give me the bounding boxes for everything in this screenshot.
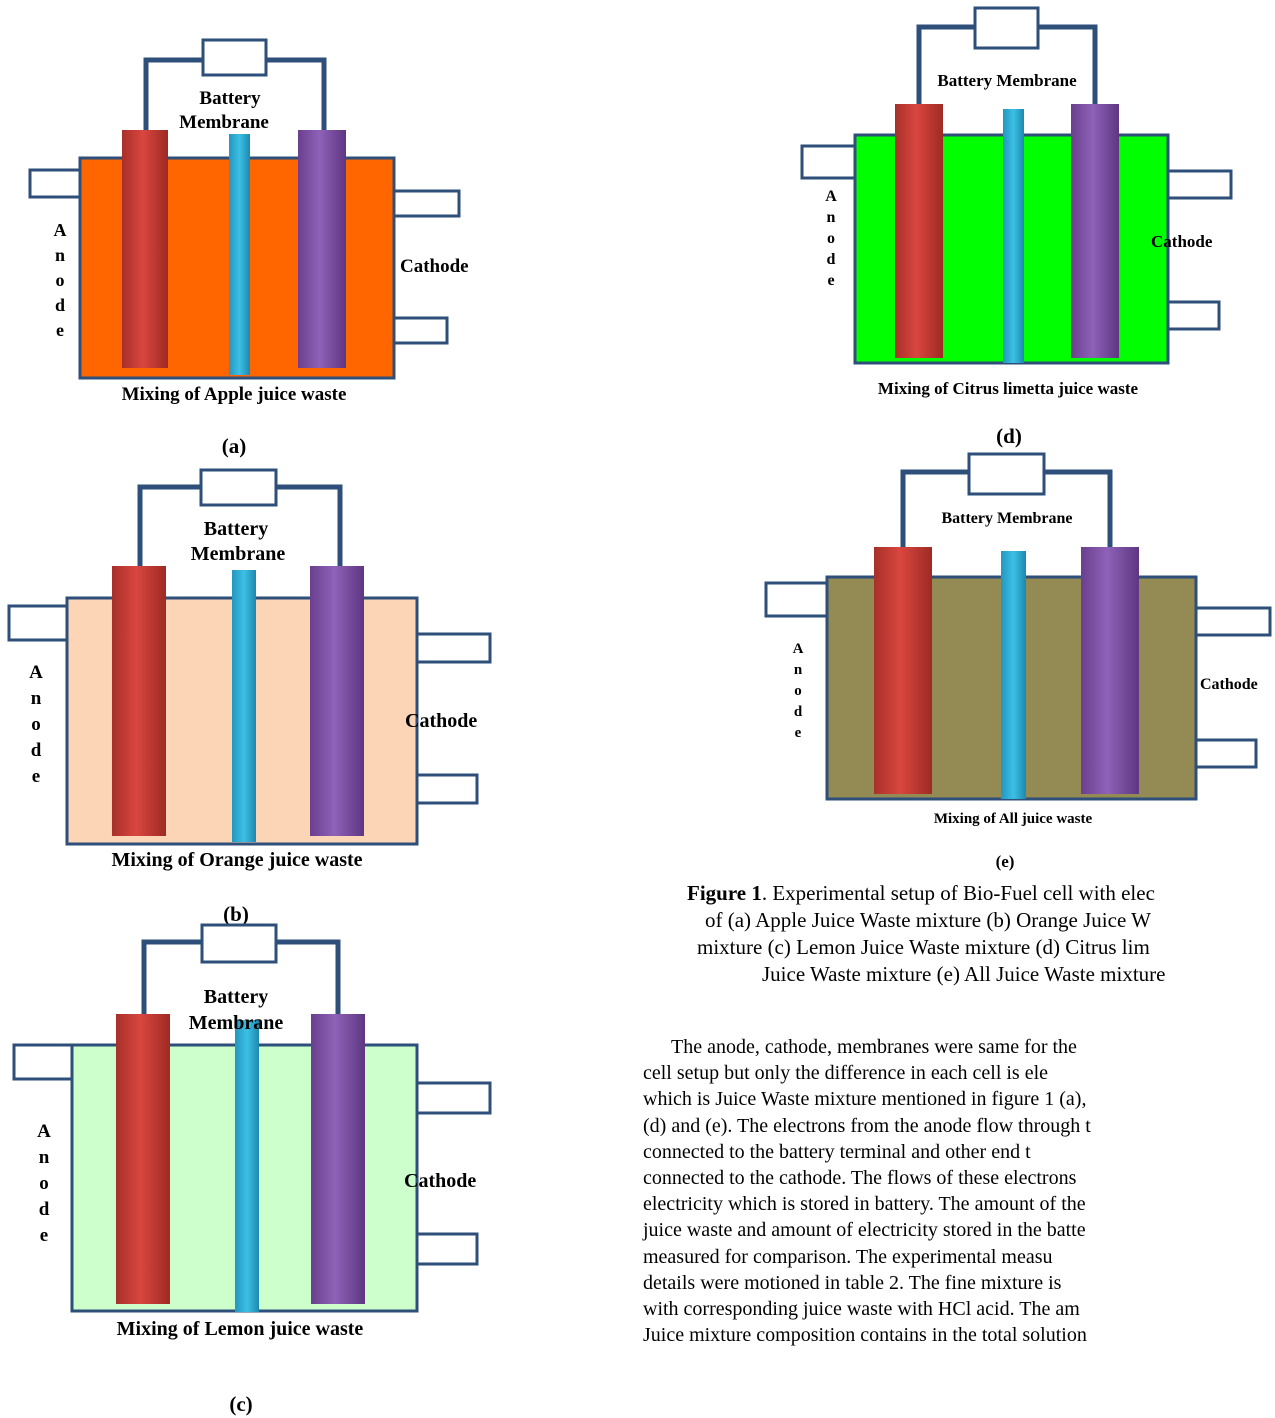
circuit-wire [900, 469, 1113, 547]
mixture-caption: Mixing of Citrus limetta juice waste [878, 379, 1139, 398]
cathode-terminal-box-bottom [1166, 300, 1221, 331]
mixture-caption: Mixing of Lemon juice waste [117, 1318, 364, 1340]
body-line: Juice mixture composition contains in th… [643, 1324, 1087, 1347]
body-line: measured for comparison. The experimenta… [643, 1245, 1053, 1268]
cathode-terminal-box-top [415, 632, 492, 664]
mixture-caption: Mixing of Orange juice waste [111, 849, 362, 871]
caption-text-1: . Experimental setup of Bio-Fuel cell wi… [761, 881, 1155, 905]
battery-box [967, 452, 1046, 496]
anode-terminal-box [764, 581, 829, 618]
anode-terminal-box [800, 144, 857, 180]
cathode-electrode [1071, 104, 1119, 358]
body-line: The anode, cathode, membranes were same … [671, 1036, 1077, 1058]
anode-terminal-box [12, 1043, 74, 1081]
figure-number: Figure 1 [687, 881, 762, 905]
caption-line-1: Figure 1. Experimental setup of Bio-Fuel… [660, 880, 1275, 907]
body-line: which is Juice Waste mixture mentioned i… [643, 1088, 1087, 1111]
cathode-electrode [1081, 547, 1139, 794]
cathode-terminal-box-bottom [1194, 738, 1258, 769]
membrane [235, 1020, 259, 1312]
panel-label-c: (c) [229, 1392, 253, 1416]
body-line: connected to the battery terminal and ot… [643, 1140, 1031, 1163]
cathode-terminal-box-bottom [392, 316, 449, 345]
anode-terminal-box [28, 168, 82, 199]
body-line: electricity which is stored in battery. … [643, 1193, 1086, 1216]
battery-box [199, 468, 278, 507]
membrane-label: Membrane [189, 1012, 284, 1034]
panel-label-a: (a) [221, 434, 247, 458]
circuit-wire [143, 57, 327, 130]
caption-line-3: mixture (c) Lemon Juice Waste mixture (d… [697, 935, 1150, 959]
cathode-terminal-box-bottom [415, 1232, 479, 1266]
membrane-label: Membrane [191, 543, 286, 565]
body-line: details were motioned in table 2. The fi… [643, 1271, 1062, 1294]
mixture-caption: Mixing of Apple juice waste [122, 384, 347, 405]
body-line: juice waste and amount of electricity st… [643, 1219, 1086, 1242]
membrane-label: Membrane [179, 112, 269, 133]
cathode-label: Cathode [1200, 676, 1258, 693]
panel-label-e: (e) [995, 852, 1015, 871]
body-line: with corresponding juice waste with HCl … [643, 1298, 1080, 1321]
battery-membrane-label: Battery Membrane [941, 510, 1072, 527]
cathode-label: Cathode [1151, 232, 1213, 251]
mixture-caption: Mixing of All juice waste [934, 811, 1093, 827]
cathode-terminal-box-top [1166, 169, 1233, 200]
figure-caption: Figure 1. Experimental setup of Bio-Fuel… [660, 880, 1275, 988]
membrane [1001, 551, 1026, 799]
cathode-terminal-box-top [1194, 606, 1272, 637]
battery-label: Battery [199, 88, 261, 109]
cathode-terminal-box-top [392, 189, 461, 218]
body-line: (d) and (e). The electrons from the anod… [643, 1114, 1091, 1137]
panel-label-d: (d) [996, 424, 1022, 448]
cathode-label: Cathode [400, 256, 469, 277]
caption-line-4: Juice Waste mixture (e) All Juice Waste … [762, 962, 1166, 986]
panel-label-b: (b) [223, 902, 249, 926]
battery-label: Battery [204, 518, 268, 540]
cathode-electrode [310, 566, 364, 836]
anode-electrode [122, 130, 168, 368]
cathode-label: Cathode [405, 710, 477, 732]
body-line: connected to the cathode. The flows of t… [643, 1167, 1077, 1190]
body-paragraph: The anode, cathode, membranes were same … [643, 1034, 1275, 1348]
anode-electrode [116, 1014, 170, 1304]
battery-box [201, 38, 268, 77]
caption-line-2: of (a) Apple Juice Waste mixture (b) Ora… [705, 908, 1151, 932]
body-line: cell setup but only the difference in ea… [643, 1062, 1049, 1085]
circuit-wire [137, 484, 343, 566]
cathode-label: Cathode [404, 1170, 476, 1192]
anode-terminal-box [7, 604, 69, 642]
membrane [232, 570, 256, 842]
membrane [229, 134, 250, 375]
anode-electrode [874, 547, 932, 794]
anode-electrode [895, 104, 943, 358]
battery-box [973, 6, 1040, 50]
cathode-terminal-box-bottom [415, 773, 479, 805]
battery-label: Battery [204, 986, 268, 1008]
anode-electrode [112, 566, 166, 836]
cathode-electrode [311, 1014, 365, 1304]
cathode-electrode [298, 130, 346, 368]
membrane [1003, 109, 1024, 363]
battery-box [200, 923, 278, 964]
battery-membrane-label: Battery Membrane [937, 71, 1077, 90]
circuit-wire [916, 24, 1098, 104]
cathode-terminal-box-top [415, 1081, 492, 1115]
circuit-wire [141, 939, 341, 1014]
